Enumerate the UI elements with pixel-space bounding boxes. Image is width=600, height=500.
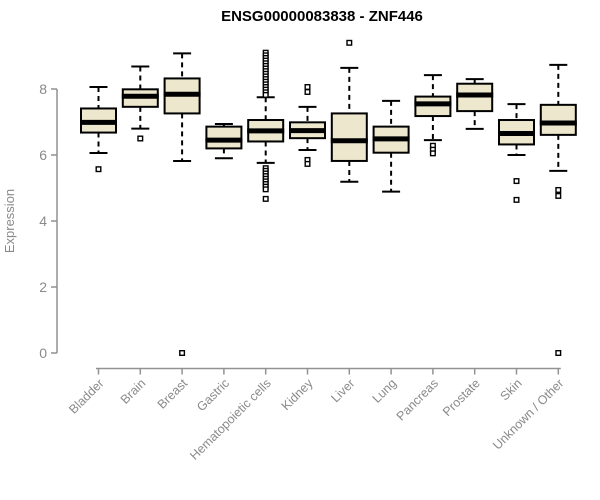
plot-area: 0 2 4 6 8 Bladder Brain Breast GastricHematopoie… xyxy=(39,39,577,463)
boxplot-brain xyxy=(121,65,159,142)
outlier-point xyxy=(262,186,269,193)
outlier-point xyxy=(262,195,269,202)
boxplot-gastric xyxy=(205,122,243,160)
x-tick-label: Bladder xyxy=(66,376,106,416)
y-tick-label: 2 xyxy=(39,279,47,295)
boxplot-hematopoietic-cells xyxy=(247,49,285,202)
boxplot-bladder xyxy=(80,86,117,173)
x-tick-label: Unknown / Other xyxy=(490,376,566,452)
outlier-point xyxy=(513,178,520,185)
iqr-box xyxy=(539,103,577,136)
outlier-point xyxy=(555,350,562,357)
x-tick-label: Breast xyxy=(155,376,191,412)
boxplot-lung xyxy=(372,99,410,193)
boxplot-kidney xyxy=(289,84,326,167)
boxplot-unknown-other xyxy=(539,63,577,357)
outlier-point xyxy=(304,160,311,167)
y-tick-label: 8 xyxy=(39,81,47,97)
outlier-point xyxy=(304,84,311,91)
x-tick-label: Skin xyxy=(498,376,525,403)
outlier-point xyxy=(304,88,311,95)
outlier-point xyxy=(429,150,436,157)
outlier-point xyxy=(95,166,102,173)
boxplot-liver xyxy=(330,39,368,183)
outlier-point xyxy=(555,186,562,193)
boxplot-prostate xyxy=(456,78,494,130)
outlier-point xyxy=(179,350,186,357)
x-tick-label: Kidney xyxy=(279,376,316,413)
y-tick-label: 4 xyxy=(39,213,47,229)
iqr-box xyxy=(205,125,243,150)
chart-title: ENSG00000083838 - ZNF446 xyxy=(221,8,423,25)
x-tick-label: Lung xyxy=(370,376,400,406)
x-tick-label: Prostate xyxy=(440,376,483,419)
boxplot-breast xyxy=(163,52,201,357)
outlier-point xyxy=(137,135,144,142)
y-tick-label: 0 xyxy=(39,345,47,361)
boxplot-skin xyxy=(498,103,535,203)
outlier-point xyxy=(513,196,520,203)
y-axis-title: Expression xyxy=(2,189,17,253)
outlier-point xyxy=(262,91,269,98)
x-tick-label: Pancreas xyxy=(394,376,441,423)
x-tick-label: Liver xyxy=(328,376,357,405)
boxplot-pancreas xyxy=(414,74,452,157)
iqr-box xyxy=(330,112,368,162)
x-tick-label: Gastric xyxy=(194,376,232,414)
y-tick-label: 6 xyxy=(39,147,47,163)
outlier-point xyxy=(555,192,562,199)
x-tick-label: Hematopoietic cells xyxy=(187,376,274,463)
x-tick-label: Brain xyxy=(118,376,149,407)
outlier-point xyxy=(346,39,353,46)
